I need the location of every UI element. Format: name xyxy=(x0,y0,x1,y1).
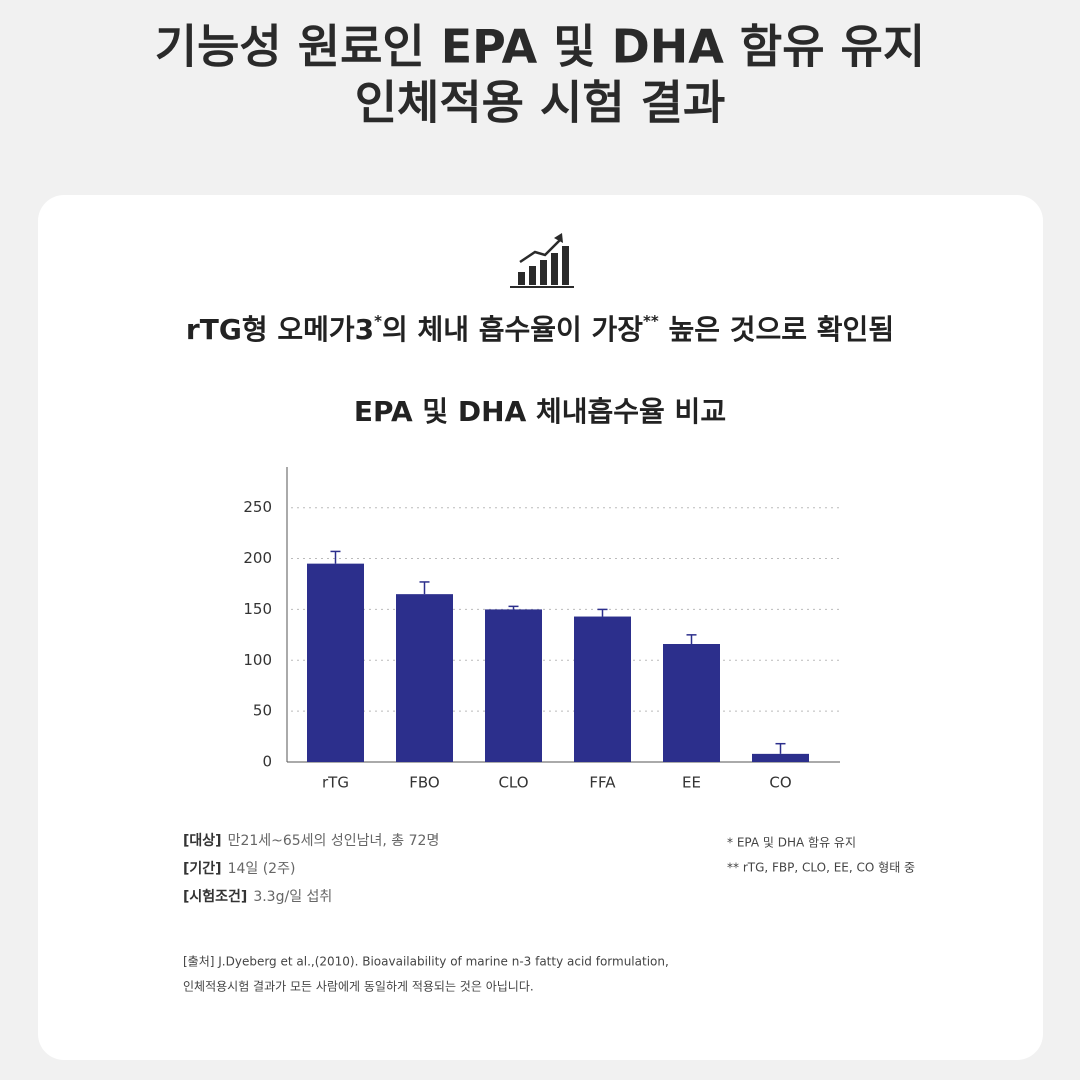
y-tick-label: 200 xyxy=(243,549,272,567)
headline-line: 인체적용 시험 결과 xyxy=(355,76,726,130)
note: [대상] 만21세~65세의 성인남녀, 총 72명 xyxy=(183,833,439,849)
x-tick-label: FBO xyxy=(409,774,439,792)
bar xyxy=(663,644,720,762)
note: [시험조건] 3.3g/일 섭취 xyxy=(183,888,332,905)
subtitle-mark: ** xyxy=(643,312,659,330)
note-text: 만21세~65세의 성인남녀, 총 72명 xyxy=(228,833,440,849)
x-tick-label: CLO xyxy=(498,774,528,792)
subtitle-mark: * xyxy=(374,312,382,330)
headline-line: 기능성 원료인 EPA 및 DHA 함유 유지 xyxy=(155,20,925,74)
y-tick-label: 50 xyxy=(253,702,272,720)
bar xyxy=(752,753,809,762)
x-tick-label: rTG xyxy=(322,774,349,792)
note: [기간] 14일 (2주) xyxy=(183,860,295,877)
subtitle-part: 의 체내 흡수율이 가장 xyxy=(382,313,643,346)
footnote: * EPA 및 DHA 함유 유지 xyxy=(727,836,856,850)
footnote: ** rTG, FBP, CLO, EE, CO 형태 중 xyxy=(727,861,915,875)
note-key: [기간] xyxy=(183,860,222,877)
x-tick-label: EE xyxy=(682,774,701,792)
note-key: [시험조건] xyxy=(183,888,247,905)
bar xyxy=(307,563,364,762)
source: [출처] J.Dyeberg et al.,(2010). Bioavailab… xyxy=(183,955,669,969)
bar xyxy=(485,609,542,762)
note-text: 14일 (2주) xyxy=(228,861,296,877)
bar xyxy=(396,594,453,762)
source: 인체적용시험 결과가 모든 사람에게 동일하게 적용되는 것은 아닙니다. xyxy=(183,980,534,994)
note-text: 3.3g/일 섭취 xyxy=(253,889,332,905)
chart-icon xyxy=(510,233,574,288)
y-tick-label: 100 xyxy=(243,651,272,669)
chart-title: EPA 및 DHA 체내흡수율 비교 xyxy=(354,395,726,428)
y-tick-label: 0 xyxy=(262,753,272,771)
subtitle: rTG형 오메가3*의 체내 흡수율이 가장** 높은 것으로 확인됨 xyxy=(186,312,894,347)
bar xyxy=(574,616,631,762)
note-key: [대상] xyxy=(183,833,222,849)
plot: 0 50 100 150 200 250 rTG FBO CLO FFA EE CO xyxy=(243,467,843,792)
y-tick-label: 250 xyxy=(243,498,272,516)
subtitle-part: 높은 것으로 확인됨 xyxy=(659,313,894,346)
x-tick-label: FFA xyxy=(589,774,616,792)
y-tick-label: 150 xyxy=(243,600,272,618)
x-tick-label: CO xyxy=(769,774,791,792)
subtitle-part: rTG형 오메가3 xyxy=(186,313,374,346)
